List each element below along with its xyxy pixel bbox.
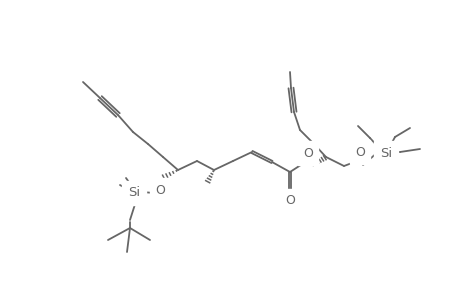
Text: Si: Si — [379, 146, 391, 160]
Text: O: O — [302, 146, 312, 160]
Text: O: O — [354, 146, 364, 158]
Text: O: O — [155, 184, 165, 196]
Text: O: O — [285, 194, 294, 208]
Text: Si: Si — [128, 187, 140, 200]
